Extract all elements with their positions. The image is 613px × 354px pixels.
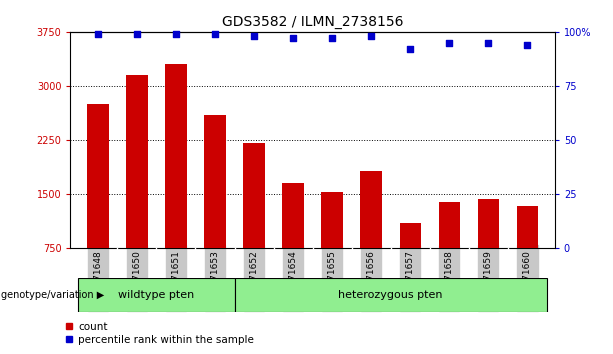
- Bar: [478, 199, 499, 248]
- Point: [288, 35, 298, 41]
- Point: [171, 31, 181, 37]
- Bar: [204, 115, 226, 248]
- Bar: [78, 278, 235, 312]
- Bar: [243, 143, 265, 248]
- Point: [327, 35, 337, 41]
- Bar: [283, 183, 304, 248]
- Text: genotype/variation ▶: genotype/variation ▶: [1, 290, 104, 300]
- Point: [405, 46, 415, 52]
- Point: [444, 40, 454, 45]
- Bar: [126, 75, 148, 248]
- Point: [522, 42, 532, 48]
- Bar: [360, 171, 382, 248]
- Bar: [517, 206, 538, 248]
- Point: [484, 40, 493, 45]
- Bar: [87, 104, 109, 248]
- Point: [132, 31, 142, 37]
- Title: GDS3582 / ILMN_2738156: GDS3582 / ILMN_2738156: [222, 16, 403, 29]
- Point: [367, 33, 376, 39]
- Bar: [235, 278, 547, 312]
- Bar: [321, 192, 343, 248]
- Point: [249, 33, 259, 39]
- Bar: [165, 64, 187, 248]
- Point: [93, 31, 103, 37]
- Text: wildtype pten: wildtype pten: [118, 290, 194, 300]
- Bar: [400, 223, 421, 248]
- Bar: [438, 202, 460, 248]
- Point: [210, 31, 220, 37]
- Text: heterozygous pten: heterozygous pten: [338, 290, 443, 300]
- Legend: count, percentile rank within the sample: count, percentile rank within the sample: [60, 317, 258, 349]
